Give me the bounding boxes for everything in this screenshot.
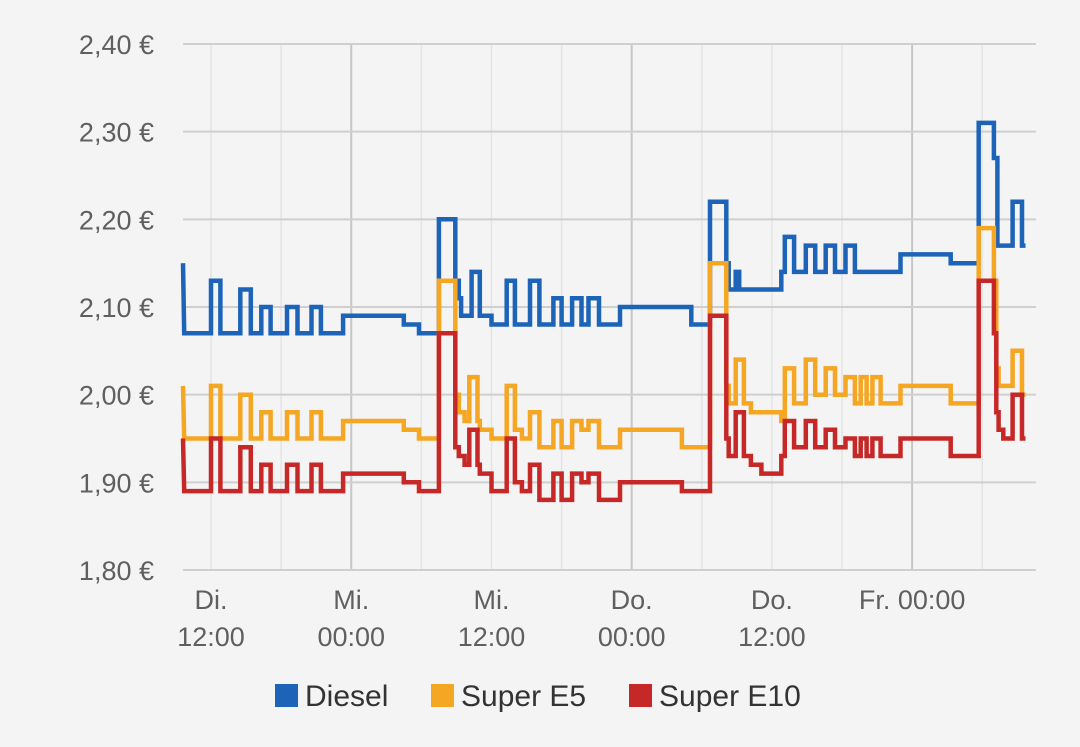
legend-label-diesel: Diesel <box>305 680 388 713</box>
legend-swatch-super-e10 <box>629 684 652 707</box>
series-line-super-e10 <box>180 278 1026 503</box>
legend: Diesel Super E5 Super E10 <box>275 680 801 713</box>
x-tick-label-3-line1: Do. <box>611 585 653 615</box>
x-tick-label-1-line2: 00:00 <box>317 622 385 652</box>
x-tick-label-0-line1: Di. <box>195 585 228 615</box>
legend-label-super-e10: Super E10 <box>659 680 801 713</box>
x-tick-label-0-line2: 12:00 <box>177 622 245 652</box>
legend-label-super-e5: Super E5 <box>461 680 586 713</box>
x-tick-label-2-line2: 12:00 <box>458 622 526 652</box>
y-tick-label-6: 2,40 € <box>79 30 154 60</box>
y-tick-label-2: 2,00 € <box>79 381 154 411</box>
x-tick-label-5-line1: Fr. 00:00 <box>859 585 966 615</box>
x-tick-label-3-line2: 00:00 <box>598 622 666 652</box>
x-tick-label-2-line1: Mi. <box>473 585 509 615</box>
x-axis-tick-labels: Di. 12:00 Mi. 00:00 Mi. 12:00 Do. 00:00 Do. 12:00… <box>177 585 965 652</box>
legend-swatch-diesel <box>275 684 298 707</box>
y-tick-label-5: 2,30 € <box>79 118 154 148</box>
x-tick-label-4-line1: Do. <box>751 585 793 615</box>
x-tick-label-4-line2: 12:00 <box>738 622 806 652</box>
y-tick-label-1: 1,90 € <box>79 468 154 498</box>
series-lines <box>180 120 1026 503</box>
series-line-super-e5 <box>180 225 1026 450</box>
horizontal-gridlines <box>183 43 1036 571</box>
y-tick-label-4: 2,20 € <box>79 205 154 235</box>
y-tick-label-0: 1,80 € <box>79 556 154 586</box>
x-tick-label-1-line1: Mi. <box>333 585 369 615</box>
legend-swatch-super-e5 <box>431 684 454 707</box>
series-line-diesel <box>180 120 1026 336</box>
y-axis-tick-labels: 1,80 € 1,90 € 2,00 € 2,10 € 2,20 € 2,30 € 2,40… <box>79 30 154 586</box>
y-tick-label-3: 2,10 € <box>79 293 154 323</box>
